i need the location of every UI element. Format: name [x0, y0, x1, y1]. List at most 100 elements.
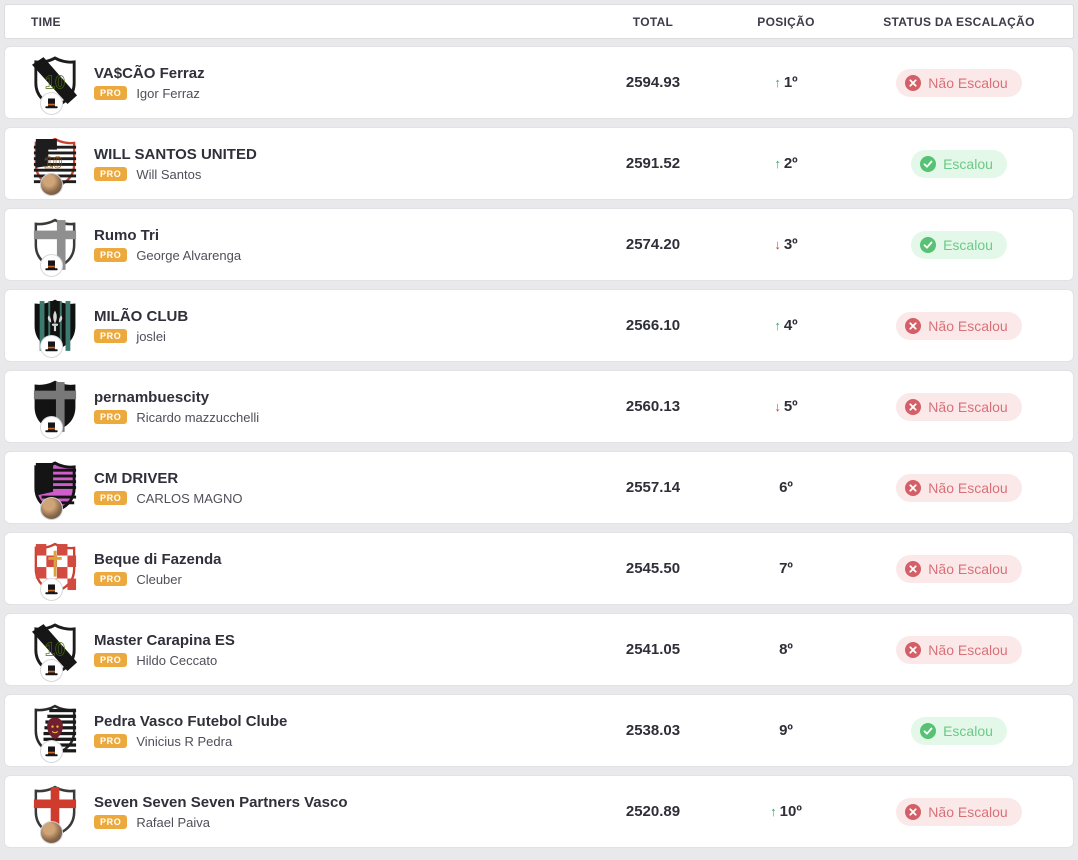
team-cell: 10 Master Carapina ES PRO Hildo Ceccato [31, 620, 593, 682]
position-value: 6º [779, 479, 793, 496]
status-badge: Não Escalou [896, 473, 1022, 502]
total-points: 2574.20 [625, 236, 681, 253]
manager-avatar [40, 91, 63, 115]
team-info: Seven Seven Seven Partners Vasco PRO Raf… [94, 794, 347, 830]
team-crest-icon [31, 379, 81, 439]
column-header-time: TIME [31, 14, 61, 29]
manager-avatar [40, 739, 63, 763]
team-info: VA$CÃO Ferraz PRO Igor Ferraz [94, 65, 205, 101]
position-cell: 5º [713, 398, 859, 415]
position-value: 8º [779, 641, 793, 658]
manager-avatar [40, 496, 63, 520]
team-cell: Seven Seven Seven Partners Vasco PRO Raf… [31, 782, 593, 844]
league-table-body: 10 VA$CÃO Ferraz PRO Igor Ferraz 2594.93… [4, 46, 1074, 848]
team-name: Seven Seven Seven Partners Vasco [94, 793, 348, 811]
position-value: 1º [783, 74, 798, 91]
pro-badge: PRO [94, 572, 128, 586]
pro-badge: PRO [94, 248, 128, 262]
team-crest-icon [31, 541, 81, 601]
position-cell: 7º [713, 560, 859, 577]
manager-name: CARLOS MAGNO [136, 490, 243, 506]
trend-arrow-icon [774, 400, 781, 413]
pro-badge: PRO [94, 653, 128, 667]
team-name: Beque di Fazenda [94, 550, 222, 568]
position-value: 2º [783, 155, 798, 172]
status-label: Escalou [943, 155, 993, 172]
status-badge: Não Escalou [896, 797, 1022, 826]
position-value: 4º [783, 317, 798, 334]
manager-name: Vinicius R Pedra [136, 733, 233, 749]
position-value: 3º [783, 236, 798, 253]
team-row[interactable]: Pedra Vasco Futebol Clube PRO Vinicius R… [4, 694, 1074, 767]
column-header-total: TOTAL [632, 14, 674, 29]
team-row[interactable]: MILÃO CLUB PRO joslei 2566.10 4º [4, 289, 1074, 362]
manager-name: George Alvarenga [136, 247, 242, 263]
position-cell: 2º [713, 155, 859, 172]
team-cell: Rumo Tri PRO George Alvarenga [31, 215, 593, 277]
team-info: MILÃO CLUB PRO joslei [94, 308, 188, 344]
team-row[interactable]: Rumo Tri PRO George Alvarenga 2574.20 3º [4, 208, 1074, 281]
team-name: CM DRIVER [94, 469, 179, 487]
manager-name: Will Santos [136, 166, 202, 182]
team-crest-icon: 10 [31, 622, 81, 682]
team-info: Master Carapina ES PRO Hildo Ceccato [94, 632, 235, 668]
status-badge: Escalou [911, 716, 1007, 745]
status-label: Não Escalou [928, 641, 1008, 658]
position-cell: 3º [713, 236, 859, 253]
status-badge: Escalou [911, 149, 1007, 178]
total-points: 2560.13 [625, 398, 681, 415]
x-circle-icon [905, 560, 922, 577]
manager-name: Ricardo mazzucchelli [136, 409, 260, 425]
manager-name: Rafael Paiva [136, 814, 211, 830]
total-points: 2566.10 [625, 317, 681, 334]
column-header-status-escalacao: STATUS DA ESCALAÇÃO [883, 14, 1035, 29]
team-cell: 10 WILL SANTOS UNITED PRO Will Santos [31, 134, 593, 196]
manager-avatar [40, 172, 63, 196]
team-row[interactable]: Beque di Fazenda PRO Cleuber 2545.50 7º [4, 532, 1074, 605]
team-cell: MILÃO CLUB PRO joslei [31, 296, 593, 358]
position-value: 10º [779, 803, 802, 820]
team-row[interactable]: CM DRIVER PRO CARLOS MAGNO 2557.14 6º [4, 451, 1074, 524]
team-crest-icon [31, 784, 81, 844]
team-name: Rumo Tri [94, 226, 160, 244]
position-cell: 10º [713, 803, 859, 820]
team-crest-icon [31, 217, 81, 277]
team-row[interactable]: 10 WILL SANTOS UNITED PRO Will Santos 25… [4, 127, 1074, 200]
position-value: 9º [779, 722, 793, 739]
team-cell: Pedra Vasco Futebol Clube PRO Vinicius R… [31, 701, 593, 763]
position-cell: 4º [713, 317, 859, 334]
position-cell: 6º [713, 479, 859, 496]
team-name: Pedra Vasco Futebol Clube [94, 712, 288, 730]
team-row[interactable]: Seven Seven Seven Partners Vasco PRO Raf… [4, 775, 1074, 848]
team-info: CM DRIVER PRO CARLOS MAGNO [94, 470, 243, 506]
team-info: pernambuescity PRO Ricardo mazzucchelli [94, 389, 259, 425]
team-cell: CM DRIVER PRO CARLOS MAGNO [31, 458, 593, 520]
team-row[interactable]: 10 VA$CÃO Ferraz PRO Igor Ferraz 2594.93… [4, 46, 1074, 119]
position-cell: 9º [713, 722, 859, 739]
manager-name: Hildo Ceccato [136, 652, 218, 668]
team-crest-icon [31, 298, 81, 358]
status-label: Escalou [943, 722, 993, 739]
league-table-header: TIME TOTAL POSIÇÃO STATUS DA ESCALAÇÃO [4, 4, 1074, 39]
team-info: Pedra Vasco Futebol Clube PRO Vinicius R… [94, 713, 287, 749]
position-value: 7º [779, 560, 793, 577]
position-cell: 1º [713, 74, 859, 91]
status-label: Não Escalou [928, 398, 1008, 415]
team-cell: pernambuescity PRO Ricardo mazzucchelli [31, 377, 593, 439]
trend-arrow-icon [770, 805, 777, 818]
trend-arrow-icon [774, 238, 781, 251]
manager-name: Cleuber [136, 571, 182, 587]
manager-avatar [40, 658, 63, 682]
pro-badge: PRO [94, 86, 128, 100]
team-row[interactable]: 10 Master Carapina ES PRO Hildo Ceccato … [4, 613, 1074, 686]
svg-text:10: 10 [44, 153, 62, 171]
manager-avatar [40, 334, 63, 358]
pro-badge: PRO [94, 815, 128, 829]
check-circle-icon [920, 155, 937, 172]
trend-arrow-icon [774, 319, 781, 332]
total-points: 2591.52 [625, 155, 681, 172]
team-name: Master Carapina ES [94, 631, 235, 649]
manager-avatar [40, 820, 63, 844]
team-row[interactable]: pernambuescity PRO Ricardo mazzucchelli … [4, 370, 1074, 443]
status-label: Não Escalou [928, 74, 1008, 91]
